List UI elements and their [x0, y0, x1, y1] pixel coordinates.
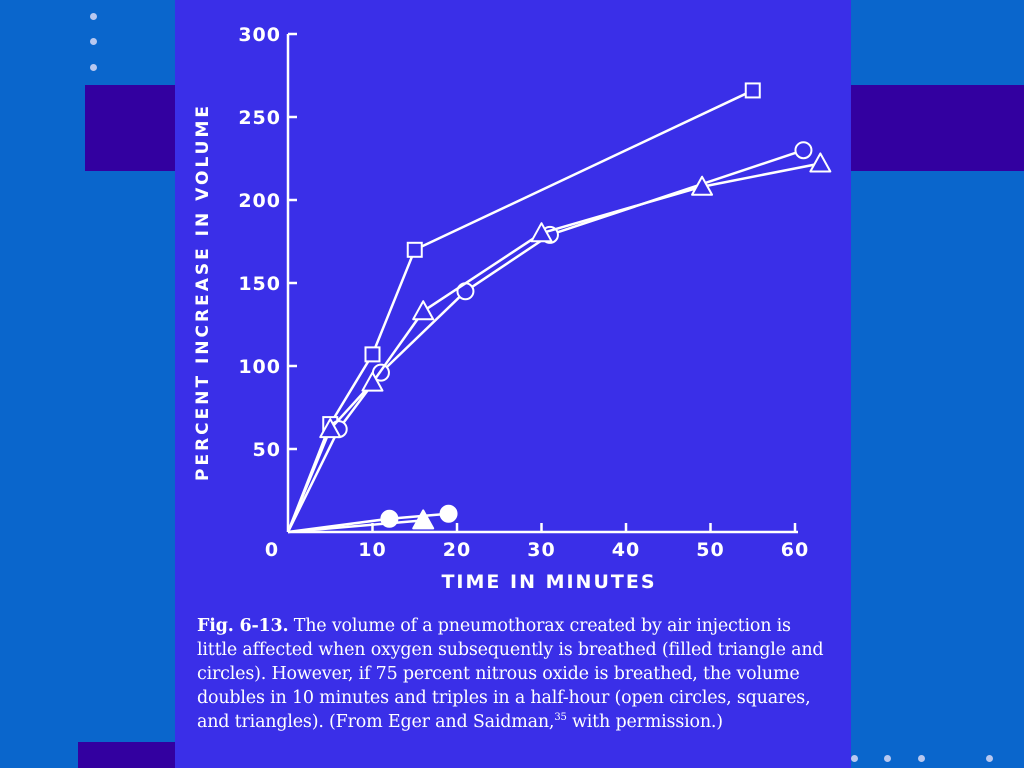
y-axis-label: PERCENT INCREASE IN VOLUME	[193, 103, 213, 481]
data-point-triangle	[809, 152, 832, 173]
decor-band-bottom	[78, 742, 178, 768]
data-point-triangle	[361, 371, 384, 392]
data-point-square	[406, 241, 423, 258]
x-tick-label: 40	[612, 539, 640, 561]
y-tick-label: 300	[238, 24, 281, 46]
x-axis-label: TIME IN MINUTES	[441, 571, 656, 593]
data-point-filled-circle	[439, 504, 458, 523]
series-line-filled-triangle	[287, 519, 424, 534]
figure-slide: 50 100 150 200 250 300 0 10 20 30 40 50 60 PERCENT I…	[175, 0, 851, 768]
data-point-filled-triangle	[412, 509, 435, 530]
decor-dot	[986, 755, 993, 762]
chart-axes: 50 100 150 200 250 300 0 10 20 30 40 50 60	[238, 24, 809, 561]
series-line-open-circle	[286, 149, 804, 533]
caption-reference: 35	[554, 712, 567, 724]
data-point-triangle	[691, 175, 714, 196]
decor-dot	[884, 755, 891, 762]
x-tick-label: 60	[781, 539, 809, 561]
x-tick-label: 20	[443, 539, 471, 561]
decor-dot	[90, 64, 97, 71]
x-tick-label: 50	[696, 539, 724, 561]
caption-label: Fig. 6-13.	[197, 616, 289, 636]
data-point-square	[744, 82, 761, 99]
x-tick-label: 30	[527, 539, 555, 561]
y-tick-label: 200	[238, 190, 281, 212]
x-tick-label: 0	[265, 539, 279, 561]
decor-dot	[918, 755, 925, 762]
decor-dot	[851, 755, 858, 762]
y-tick-label: 100	[238, 356, 281, 378]
series-line-open-square	[286, 89, 754, 533]
data-point-triangle	[319, 418, 342, 439]
y-tick-label: 150	[238, 273, 281, 295]
caption-text-end: with permission.)	[566, 712, 723, 732]
figure-caption: Fig. 6-13. The volume of a pneumothorax …	[197, 614, 827, 734]
chart: 50 100 150 200 250 300 0 10 20 30 40 50 60 PERCENT I…	[193, 24, 832, 593]
data-point-square	[364, 346, 381, 363]
y-tick-label: 50	[253, 439, 281, 461]
data-point-circle	[794, 141, 813, 160]
data-point-triangle	[412, 300, 435, 321]
y-tick-label: 250	[238, 107, 281, 129]
data-point-triangle	[530, 222, 553, 243]
decor-dot	[90, 13, 97, 20]
caption-text: The volume of a pneumothorax created by …	[197, 616, 824, 732]
decor-band-left	[85, 85, 180, 171]
x-tick-label: 10	[358, 539, 386, 561]
chart-series-layer	[286, 82, 832, 534]
decor-band-right	[848, 85, 1024, 171]
decor-dot	[90, 38, 97, 45]
